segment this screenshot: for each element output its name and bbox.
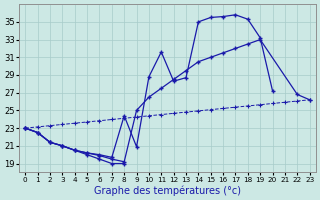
X-axis label: Graphe des températures (°c): Graphe des températures (°c) (94, 185, 241, 196)
